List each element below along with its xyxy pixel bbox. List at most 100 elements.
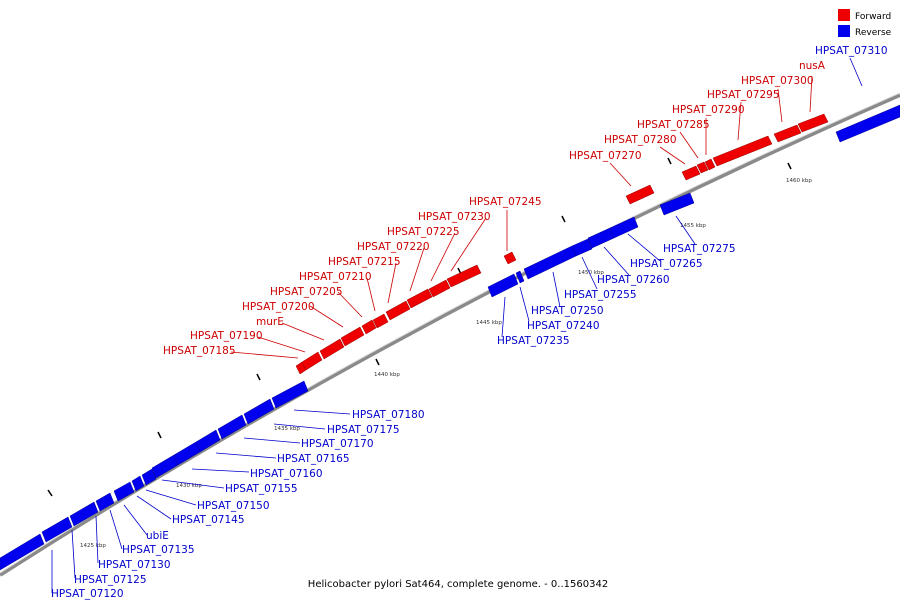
gene-block-hpsat-07125[interactable] [41, 516, 73, 543]
gene-block-hpsat-07190[interactable] [301, 351, 323, 371]
gene-block-hpsat-07265[interactable] [609, 216, 639, 239]
gene-label-hpsat-07255[interactable]: HPSAT_07255 [564, 289, 637, 301]
gene-block-hpsat-07120[interactable] [0, 533, 45, 571]
gene-label-hpsat-07185[interactable]: HPSAT_07185 [163, 345, 236, 357]
gene-block-hpsat-07165[interactable] [195, 429, 221, 453]
tick-mark [667, 157, 672, 165]
gene-block-hpsat-07145[interactable] [131, 475, 145, 492]
tick-mark [375, 358, 380, 366]
gene-block-hpsat-07135[interactable] [95, 492, 115, 512]
gene-block-hpsat-07180[interactable] [271, 380, 309, 409]
gene-label-hpsat-07250[interactable]: HPSAT_07250 [531, 305, 604, 317]
gene-label-hpsat-07225[interactable]: HPSAT_07225 [387, 226, 460, 238]
gene-label-mure[interactable]: murE [256, 316, 284, 328]
forward-genes [295, 113, 829, 375]
gene-label-hpsat-07190[interactable]: HPSAT_07190 [190, 330, 263, 342]
figure-caption: Helicobacter pylori Sat464, complete gen… [308, 579, 608, 590]
gene-label-hpsat-07210[interactable]: HPSAT_07210 [299, 271, 372, 283]
reverse-genes [0, 104, 900, 571]
gene-label-hpsat-07135[interactable]: HPSAT_07135 [122, 544, 195, 556]
gene-label-hpsat-07130[interactable]: HPSAT_07130 [98, 559, 171, 571]
gene-label-hpsat-07180[interactable]: HPSAT_07180 [352, 409, 425, 421]
gene-block-hpsat-07290[interactable] [704, 158, 716, 171]
gene-label-hpsat-07310[interactable]: HPSAT_07310 [815, 45, 888, 57]
gene-label-hpsat-07125[interactable]: HPSAT_07125 [74, 574, 147, 586]
gene-label-hpsat-07265[interactable]: HPSAT_07265 [630, 258, 703, 270]
gene-block-hpsat-07130[interactable] [69, 501, 99, 527]
backbone [0, 92, 900, 577]
gene-block-hpsat-07280[interactable] [681, 165, 701, 181]
gene-block-ubie[interactable] [113, 481, 135, 502]
tick-mark [787, 162, 792, 170]
gene-label-hpsat-07200[interactable]: HPSAT_07200 [242, 301, 315, 313]
tick-label-1440: 1440 kbp [374, 372, 400, 378]
backbone-line [0, 93, 900, 577]
gene-label-hpsat-07275[interactable]: HPSAT_07275 [663, 243, 736, 255]
gene-label-nusa[interactable]: nusA [799, 60, 826, 72]
backbone-highlight [0, 92, 900, 574]
gene-label-hpsat-07170[interactable]: HPSAT_07170 [301, 438, 374, 450]
gene-label-hpsat-07120[interactable]: HPSAT_07120 [51, 588, 124, 600]
tick-label-1425: 1425 kbp [80, 543, 106, 549]
gene-block-hpsat-07210[interactable] [372, 313, 389, 329]
gene-label-hpsat-07285[interactable]: HPSAT_07285 [637, 119, 710, 131]
gene-block-hpsat-07240[interactable] [515, 270, 525, 284]
gene-block-hpsat-07300[interactable] [773, 124, 802, 143]
gene-block-hpsat-07230[interactable] [446, 264, 482, 288]
gene-label-hpsat-07270[interactable]: HPSAT_07270 [569, 150, 642, 162]
gene-block-nusa[interactable] [797, 113, 829, 133]
gene-label-hpsat-07175[interactable]: HPSAT_07175 [327, 424, 400, 436]
forward-labels: HPSAT_07185 HPSAT_07190 murE HPSAT_07200… [163, 60, 826, 357]
gene-label-hpsat-07220[interactable]: HPSAT_07220 [357, 241, 430, 253]
gene-label-hpsat-07240[interactable]: HPSAT_07240 [527, 320, 600, 332]
gene-block-hpsat-07205[interactable] [361, 319, 377, 335]
gene-label-hpsat-07230[interactable]: HPSAT_07230 [418, 211, 491, 223]
gene-block-hpsat-07310[interactable] [835, 104, 900, 143]
gene-block-hpsat-07225[interactable] [428, 279, 451, 298]
gene-block-hpsat-07245[interactable] [503, 251, 517, 265]
gene-label-hpsat-07280[interactable]: HPSAT_07280 [604, 134, 677, 146]
gene-block-hpsat-07215[interactable] [385, 300, 411, 321]
gene-label-hpsat-07145[interactable]: HPSAT_07145 [172, 514, 245, 526]
scale-ticks: 1425 kbp 1430 kbp 1435 kbp 1440 kbp 1445… [47, 157, 812, 549]
gene-label-hpsat-07205[interactable]: HPSAT_07205 [270, 286, 343, 298]
leader-lines-reverse [51, 57, 863, 593]
gene-block-hpsat-07220[interactable] [406, 288, 433, 309]
gene-block-hpsat-07170[interactable] [217, 414, 247, 440]
reverse-labels: HPSAT_07310 HPSAT_07275 HPSAT_07265 HPSA… [51, 45, 888, 600]
gene-label-hpsat-07215[interactable]: HPSAT_07215 [328, 256, 401, 268]
tick-label-1450: 1450 kbp [578, 270, 604, 276]
gene-block-hpsat-07275[interactable] [659, 192, 695, 216]
tick-mark [157, 431, 162, 439]
legend-swatch-reverse [838, 25, 850, 37]
gene-block-hpsat-07175[interactable] [243, 398, 275, 425]
gene-block-hpsat-07255[interactable] [571, 238, 593, 257]
gene-label-hpsat-07155[interactable]: HPSAT_07155 [225, 483, 298, 495]
gene-label-hpsat-07295[interactable]: HPSAT_07295 [707, 89, 780, 101]
gene-block-hpsat-07250[interactable] [523, 245, 577, 280]
gene-label-hpsat-07160[interactable]: HPSAT_07160 [250, 468, 323, 480]
tick-mark [561, 215, 566, 223]
gene-block-hpsat-07295[interactable] [712, 135, 773, 167]
tick-mark [256, 373, 261, 381]
gene-label-hpsat-07290[interactable]: HPSAT_07290 [672, 104, 745, 116]
gene-label-hpsat-07150[interactable]: HPSAT_07150 [197, 500, 270, 512]
tick-label-1430: 1430 kbp [176, 483, 202, 489]
gene-block-hpsat-07235[interactable] [487, 273, 519, 298]
legend-label-reverse: Reverse [855, 28, 892, 38]
gene-block-hpsat-07285[interactable] [696, 161, 709, 174]
gene-block-hpsat-07150[interactable] [141, 468, 157, 486]
gene-block-mure[interactable] [319, 338, 345, 360]
tick-label-1445: 1445 kbp [476, 320, 502, 326]
leader-lines-forward [230, 75, 813, 359]
gene-label-hpsat-07300[interactable]: HPSAT_07300 [741, 75, 814, 87]
gene-block-hpsat-07200[interactable] [340, 326, 365, 347]
gene-label-hpsat-07235[interactable]: HPSAT_07235 [497, 335, 570, 347]
gene-label-hpsat-07245[interactable]: HPSAT_07245 [469, 196, 542, 208]
gene-label-hpsat-07165[interactable]: HPSAT_07165 [277, 453, 350, 465]
gene-block-hpsat-07270[interactable] [625, 184, 655, 205]
gene-label-hpsat-07260[interactable]: HPSAT_07260 [597, 274, 670, 286]
tick-label-1460: 1460 kbp [786, 178, 812, 184]
gene-block-hpsat-07260[interactable] [587, 227, 615, 249]
gene-label-ubie[interactable]: ubiE [146, 530, 169, 542]
